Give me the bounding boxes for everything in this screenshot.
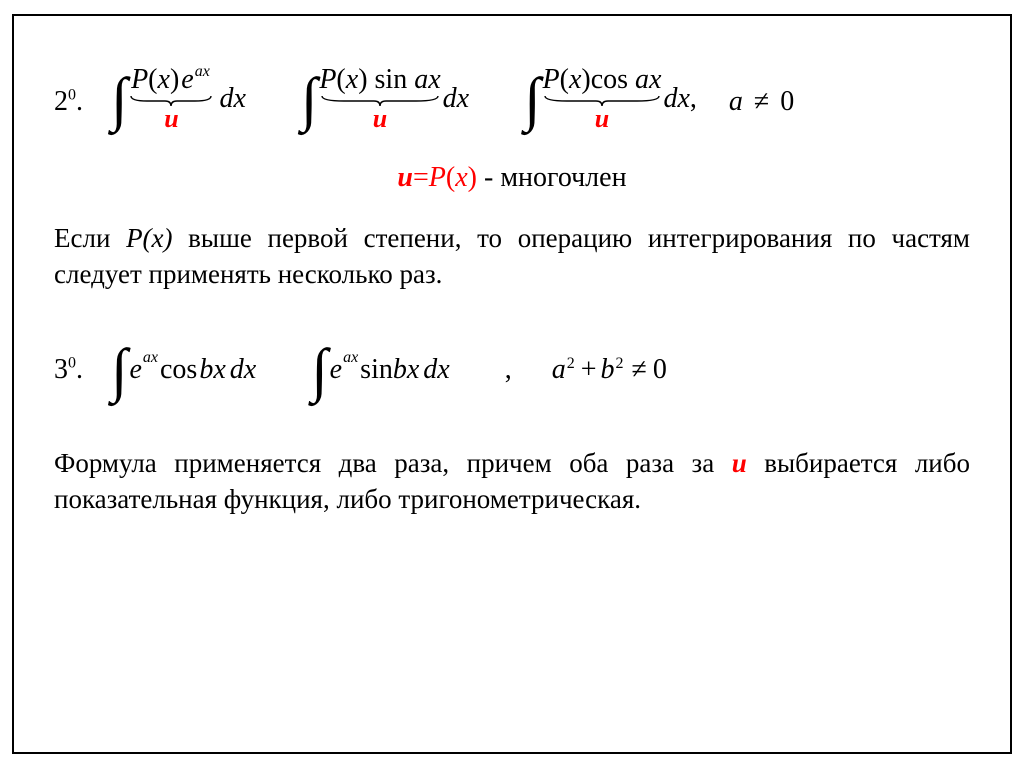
case2-dot: . xyxy=(76,86,83,117)
cond-a: a xyxy=(729,86,743,117)
case3-sup: 0 xyxy=(68,355,76,372)
integral-sign-icon: ∫ xyxy=(111,72,127,126)
case3-comma: , xyxy=(505,354,512,386)
para2-u: u xyxy=(732,448,747,478)
exp-2: ax xyxy=(343,349,358,367)
c3-op: ≠ xyxy=(632,354,647,385)
case3-row: 30. ∫eaxcosbxdx ∫eaxsin bxdx , a2+b2≠0 xyxy=(54,343,970,397)
u-px-rest: многочлен xyxy=(500,162,626,193)
dx3-1: dx xyxy=(230,354,256,386)
case2-sup: 0 xyxy=(68,87,76,104)
trig-2: sin xyxy=(360,354,393,386)
case3-dot: . xyxy=(76,354,83,385)
integral-sign-icon: ∫ xyxy=(311,343,327,397)
exp-1: ax xyxy=(143,349,158,367)
case3-integral-1: ∫eaxcosbxdx xyxy=(111,343,256,397)
case3-base: 3 xyxy=(54,354,68,385)
tail-comma: , xyxy=(690,83,697,115)
paragraph-2: Формула применяется два раза, причем оба… xyxy=(54,445,970,518)
case2-base: 2 xyxy=(54,86,68,117)
arg-2: bx xyxy=(393,354,419,386)
u-px-red: u=P(x) xyxy=(397,162,477,193)
c3-sq1: 2 xyxy=(567,355,575,372)
cond-op: ≠ xyxy=(754,86,769,117)
paragraph-1: Если P(x) выше первой степени, то операц… xyxy=(54,220,970,293)
e-2: e xyxy=(330,354,342,386)
cond-zero: 0 xyxy=(780,86,794,117)
integral-expr-1: ∫ P(x)eax u dx xyxy=(111,64,246,134)
c3-zero: 0 xyxy=(653,354,667,385)
dx-1: dx xyxy=(219,83,245,115)
integral-sign-icon: ∫ xyxy=(111,343,127,397)
integral-expr-2: ∫ P(x) sin ax u dx xyxy=(301,64,469,134)
u-px-definition: u=P(x) - многочлен xyxy=(54,162,970,194)
integral-expr-3: ∫ P(x)cos ax u dx, xyxy=(524,64,707,134)
c3-sq2: 2 xyxy=(616,355,624,372)
trig-1: cos xyxy=(160,354,197,386)
u-label-2: u xyxy=(373,104,387,134)
integral-sign-icon: ∫ xyxy=(524,72,540,126)
integral-block-1: ∫ P(x)eax u dx xyxy=(111,64,246,134)
c3-a: a xyxy=(552,354,566,385)
integral-block-3: ∫ P(x)cos ax u dx, xyxy=(524,64,707,134)
integral-sign-icon: ∫ xyxy=(301,72,317,126)
case2-condition: a ≠ 0 xyxy=(729,64,794,118)
para1-pre: Если xyxy=(54,223,126,253)
brace-group-3: P(x)cos ax u xyxy=(543,64,662,134)
brace-group-2: P(x) sin ax u xyxy=(319,64,440,134)
para1-px: P(x) xyxy=(126,223,172,253)
slide-frame: 20. ∫ P(x)eax u dx ∫ P(x) sin ax u xyxy=(12,14,1012,754)
case3-condition: a2+b2≠0 xyxy=(552,354,667,386)
c3-plus: + xyxy=(581,354,597,385)
case2-row: 20. ∫ P(x)eax u dx ∫ P(x) sin ax u xyxy=(54,64,970,134)
dx3-2: dx xyxy=(423,354,449,386)
brace-group-1: P(x)eax u xyxy=(129,64,213,134)
integral-block-2: ∫ P(x) sin ax u dx xyxy=(301,64,469,134)
arg-1: bx xyxy=(199,354,225,386)
u-px-dash: - xyxy=(477,162,500,193)
dx-2: dx xyxy=(443,83,469,115)
case3-label: 30. xyxy=(54,354,83,386)
e-1: e xyxy=(129,354,141,386)
exp-ax-1: ax xyxy=(195,63,210,80)
case2-label: 20. xyxy=(54,64,83,118)
u-label-3: u xyxy=(595,104,609,134)
integrand-3: P(x)cos ax xyxy=(543,64,662,96)
u-label-1: u xyxy=(164,104,178,134)
case3-integral-2: ∫eaxsin bxdx xyxy=(311,343,450,397)
para1-rest: выше первой степени, то операцию интегри… xyxy=(54,223,970,289)
para2-a: Формула применяется два раза, причем оба… xyxy=(54,448,732,478)
dx-3: dx xyxy=(663,83,689,115)
integrand-1: P(x)eax xyxy=(131,64,212,96)
c3-b: b xyxy=(601,354,615,385)
integrand-2: P(x) sin ax xyxy=(319,64,440,96)
